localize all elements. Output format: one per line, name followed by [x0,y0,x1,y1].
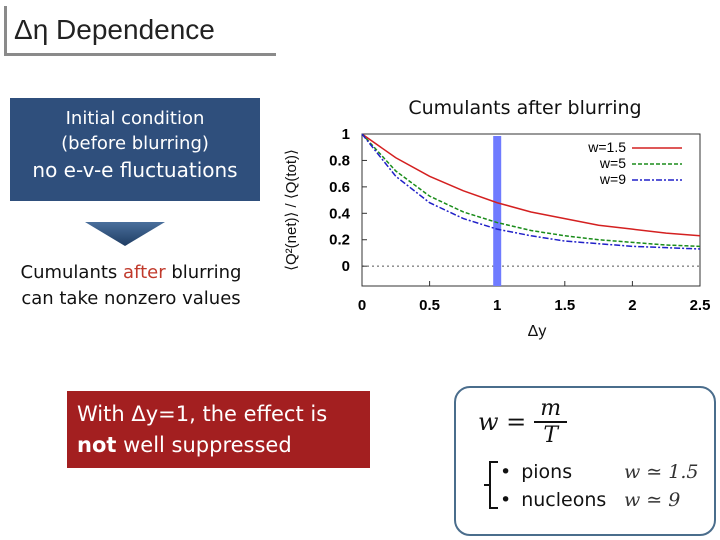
warning-box: With Δy=1, the effect is not well suppre… [67,391,370,468]
particle-values: w ≃ 1.5 w ≃ 9 [624,458,698,514]
x-tick-label: 0 [358,297,366,314]
list-item: • pions [500,461,573,483]
after-suffix: blurring [165,262,242,283]
initial-condition-box: Initial condition (before blurring) no e… [10,98,260,201]
slide-title: Δη Dependence [14,14,215,45]
y-tick-label: 0.6 [329,179,350,196]
y-tick-label: 0.4 [329,205,351,222]
particle-value: w ≃ 1.5 [624,461,699,483]
width-formula: w = m T [478,396,568,448]
particle-value: w ≃ 9 [624,489,681,511]
series-line [361,133,701,248]
title-frame [4,6,276,56]
particle-name: nucleons [521,489,607,511]
particle-name: pions [521,461,573,483]
formula-fraction: m T [534,396,568,448]
formula-numerator: m [534,396,568,423]
initial-line-3: no e-v-e fluctuations [32,158,238,182]
series-line [361,133,701,237]
y-axis-label: ⟨Q²(net)⟩ / ⟨Q(tot)⟩ [283,149,300,271]
x-tick-label: 2.5 [690,297,711,314]
after-highlight: after [123,262,166,283]
down-arrow-icon [85,222,165,246]
legend-label: w=9 [599,171,626,187]
x-tick-label: 1.5 [554,297,575,314]
particle-list: • pions • nucleons [500,458,606,514]
formula-lhs: w = [478,408,527,436]
bracket-icon [484,461,498,509]
list-item: • nucleons [500,489,607,511]
formula-denominator: T [543,423,559,448]
series-line [361,133,701,250]
y-tick-label: 1 [342,126,350,143]
x-tick-label: 2 [628,297,636,314]
x-tick-label: 1 [493,297,501,314]
x-tick-label: 0.5 [419,297,440,314]
x-axis-label: Δy [528,323,547,340]
after-prefix: Cumulants [20,262,124,283]
warning-rest: well suppressed [116,433,292,457]
y-tick-label: 0 [342,258,350,275]
after-line-2: can take nonzero values [21,288,241,309]
warning-bold: not [77,433,117,457]
cumulant-chart: 0 0.2 0.4 0.6 0.8 1 0 0.5 1 1.5 2 2.5 w=1.5w=5w=9 ⟨… [283,126,711,340]
after-blurring-text: Cumulants after blurring can take nonzer… [0,260,262,312]
y-tick-label: 0.2 [329,232,350,249]
warning-line-1: With Δy=1, the effect is [77,402,328,426]
formula-box [454,386,716,536]
legend-label: w=5 [599,155,626,171]
legend-label: w=1.5 [587,139,626,155]
plot-frame [361,133,701,287]
initial-line-2: (before blurring) [61,133,209,154]
chart-title: Cumulants after blurring [408,97,642,119]
initial-line-1: Initial condition [65,108,205,129]
y-tick-label: 0.8 [329,152,350,169]
marker-band [493,136,502,286]
